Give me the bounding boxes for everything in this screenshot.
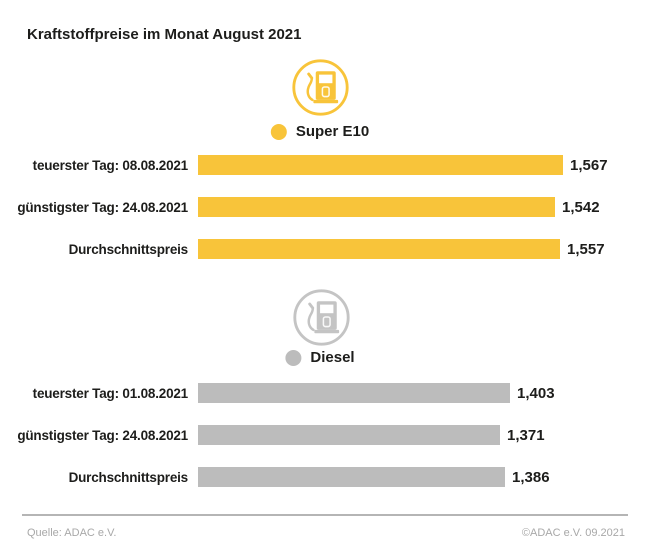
chart-row: teuerster Tag: 01.08.2021 1,403: [0, 383, 650, 403]
bar: [198, 383, 510, 403]
chart-row: Durchschnittspreis 1,386: [0, 467, 650, 487]
chart-row: günstigster Tag: 24.08.2021 1,542: [0, 197, 650, 217]
row-label: günstigster Tag: 24.08.2021: [17, 199, 188, 215]
legend-label-super-e10: Super E10: [295, 123, 370, 140]
bar: [198, 239, 560, 259]
legend-label-diesel: Diesel: [310, 349, 355, 366]
row-label: teuerster Tag: 01.08.2021: [32, 385, 189, 401]
bar-value: 1,371: [507, 426, 545, 444]
chart-row: Durchschnittspreis 1,557: [0, 239, 650, 259]
footer-divider: [22, 514, 628, 516]
bar-group-diesel: teuerster Tag: 01.08.2021 1,403 günstigste…: [0, 383, 650, 487]
bar-value: 1,567: [570, 156, 608, 174]
footer-copyright: ©ADAC e.V. 09.2021: [521, 527, 625, 539]
legend-dot-super-e10: [270, 123, 287, 140]
legend-dot-diesel: [285, 349, 302, 366]
page-title: Kraftstoffpreise im Monat August 2021: [27, 26, 302, 43]
chart-row: teuerster Tag: 08.08.2021 1,567: [0, 155, 650, 175]
bar: [198, 197, 555, 217]
bar-group-super-e10: teuerster Tag: 08.08.2021 1,567 günstigste…: [0, 155, 650, 259]
bar: [198, 425, 500, 445]
bar-value: 1,403: [517, 384, 555, 402]
bar: [198, 467, 505, 487]
fuel-pump-icon: [293, 289, 350, 346]
bar-value: 1,386: [512, 468, 550, 486]
legend-diesel: Diesel: [285, 349, 355, 366]
row-label: günstigster Tag: 24.08.2021: [17, 427, 188, 443]
legend-super-e10: Super E10: [270, 123, 370, 140]
row-label: Durchschnittspreis: [68, 241, 189, 257]
bar-value: 1,542: [562, 198, 600, 216]
bar: [198, 155, 563, 175]
fuel-pump-icon: [292, 59, 349, 116]
footer-source: Quelle: ADAC e.V.: [27, 527, 117, 539]
bar-value: 1,557: [567, 240, 605, 258]
row-label: teuerster Tag: 08.08.2021: [32, 157, 189, 173]
row-label: Durchschnittspreis: [68, 469, 189, 485]
chart-row: günstigster Tag: 24.08.2021 1,371: [0, 425, 650, 445]
